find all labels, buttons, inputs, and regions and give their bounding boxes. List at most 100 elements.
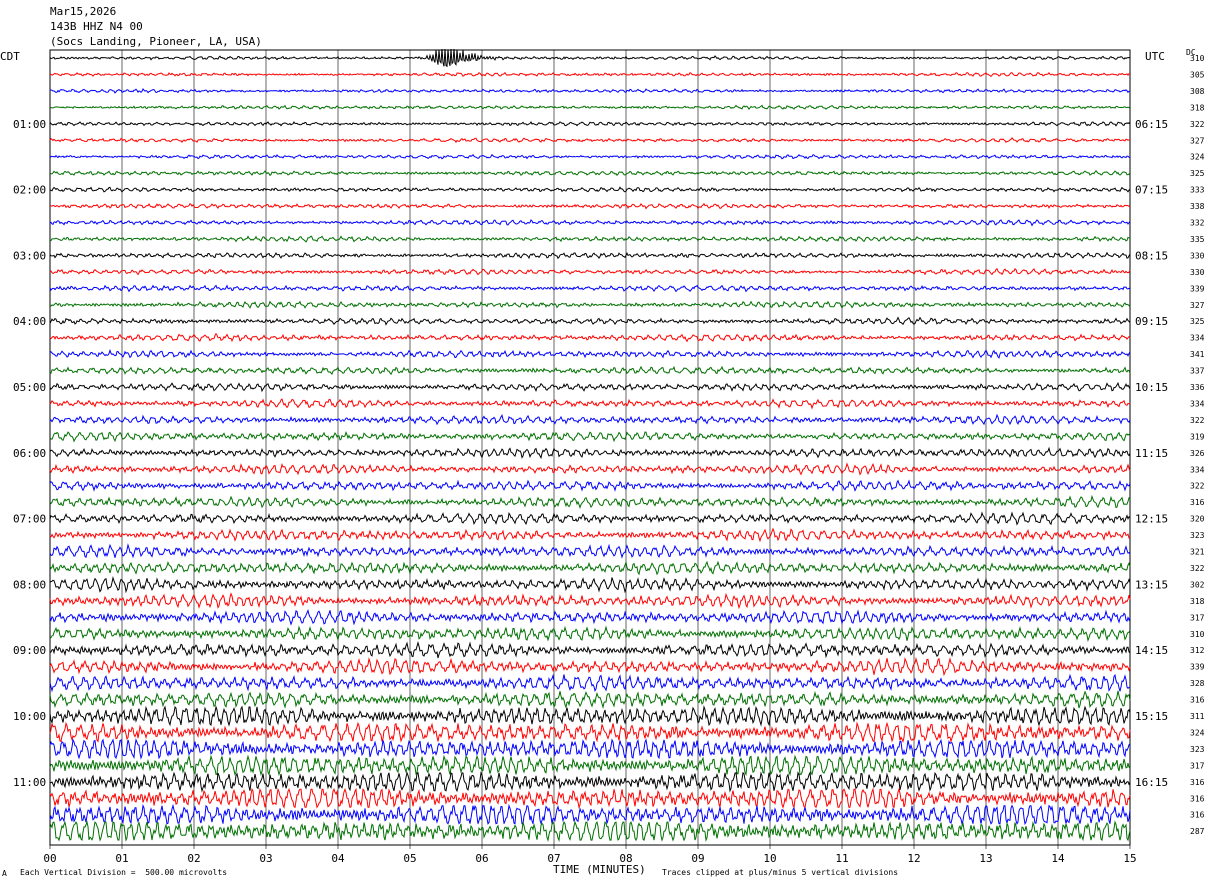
dc-offset-label: 324 [1190, 728, 1205, 737]
seismic-trace [49, 721, 1131, 744]
seismic-trace [49, 431, 1131, 443]
dc-offset-label: 328 [1190, 679, 1205, 688]
dc-offset-label: 305 [1190, 71, 1205, 80]
dc-offset-label: 322 [1190, 416, 1205, 425]
label-layer: 00 01 02 03 04 05 06 07 08 09 10 11 12 13 14 15 310 305 30… [13, 54, 1205, 865]
seismic-trace [49, 153, 1131, 160]
seismic-trace [50, 88, 1131, 94]
right-hour-label: 10:15 [1135, 381, 1168, 394]
seismic-trace [49, 446, 1131, 460]
seismic-trace [49, 365, 1131, 376]
seismic-trace [49, 754, 1131, 777]
dc-offset-label: 318 [1190, 103, 1205, 112]
seismic-trace [49, 348, 1131, 359]
left-axis-label: CDT [0, 50, 20, 63]
x-tick-label: 00 [43, 852, 56, 865]
dc-offset-label: 341 [1190, 350, 1205, 359]
seismic-trace [49, 705, 1131, 727]
x-tick-label: 02 [187, 852, 200, 865]
seismic-trace [49, 560, 1131, 576]
dc-offset-label: 330 [1190, 251, 1205, 260]
seismic-trace [49, 332, 1131, 343]
left-hour-label: 06:00 [13, 447, 46, 460]
dc-offset-label: 319 [1190, 432, 1205, 441]
dc-offset-label: 316 [1190, 794, 1205, 803]
dc-offset-label: 338 [1190, 202, 1205, 211]
dc-offset-label: 327 [1190, 301, 1205, 310]
dc-offset-label: 316 [1190, 696, 1205, 705]
seismic-trace [49, 576, 1131, 594]
dc-offset-label: 308 [1190, 87, 1205, 96]
right-axis-label: UTC [1145, 50, 1165, 63]
seismic-trace [49, 641, 1131, 659]
dc-offset-label: 322 [1190, 482, 1205, 491]
left-hour-label: 05:00 [13, 381, 46, 394]
seismic-trace [49, 284, 1131, 293]
x-tick-label: 12 [907, 852, 920, 865]
seismic-trace [49, 251, 1131, 260]
dc-offset-label: 320 [1190, 515, 1205, 524]
dc-offset-label: 332 [1190, 219, 1205, 228]
seismic-trace [49, 494, 1131, 510]
seismic-trace [49, 398, 1131, 410]
dc-offset-label: 321 [1190, 548, 1205, 557]
x-tick-label: 07 [547, 852, 560, 865]
seismic-trace [49, 543, 1131, 559]
seismic-trace [49, 48, 1131, 68]
right-hour-label: 14:15 [1135, 644, 1168, 657]
dc-offset-label: 310 [1190, 54, 1205, 63]
dc-offset-label: 339 [1190, 663, 1205, 672]
dc-offset-label: 323 [1190, 745, 1205, 754]
seismic-trace [49, 803, 1131, 826]
left-hour-label: 07:00 [13, 513, 46, 526]
header-location: (Socs Landing, Pioneer, LA, USA) [50, 35, 262, 48]
dc-label: DC [1186, 48, 1196, 57]
seismic-trace [49, 235, 1130, 243]
seismic-trace [49, 673, 1131, 693]
x-tick-label: 15 [1123, 852, 1136, 865]
seismic-trace [49, 738, 1131, 760]
seismic-trace [49, 413, 1131, 426]
right-hour-label: 09:15 [1135, 315, 1168, 328]
seismic-trace [49, 656, 1131, 677]
left-hour-label: 04:00 [13, 315, 46, 328]
seismic-trace [49, 770, 1131, 793]
right-hour-label: 15:15 [1135, 710, 1168, 723]
left-hour-label: 01:00 [13, 118, 46, 131]
trace-layer [49, 48, 1131, 842]
dc-offset-label: 317 [1190, 613, 1205, 622]
corner-mark: A [2, 869, 7, 878]
left-hour-label: 10:00 [13, 710, 46, 723]
left-hour-label: 11:00 [13, 776, 46, 789]
left-hour-label: 08:00 [13, 578, 46, 591]
dc-offset-label: 287 [1190, 827, 1205, 836]
seismic-trace [49, 479, 1131, 492]
seismic-trace [49, 104, 1131, 110]
x-tick-label: 04 [331, 852, 345, 865]
dc-offset-label: 317 [1190, 761, 1205, 770]
x-tick-label: 09 [691, 852, 704, 865]
x-axis-label: TIME (MINUTES) [553, 863, 646, 876]
seismic-trace [49, 170, 1131, 177]
dc-offset-label: 337 [1190, 367, 1205, 376]
header-station: 143B HHZ N4 00 [50, 20, 143, 33]
right-hour-label: 08:15 [1135, 249, 1168, 262]
dc-offset-label: 322 [1190, 564, 1205, 573]
left-hour-label: 03:00 [13, 249, 46, 262]
x-tick-label: 03 [259, 852, 272, 865]
dc-offset-label: 322 [1190, 120, 1205, 129]
seismic-trace [49, 462, 1131, 476]
seismic-trace [49, 202, 1131, 210]
dc-offset-label: 323 [1190, 531, 1205, 540]
dc-offset-label: 311 [1190, 712, 1205, 721]
dc-offset-label: 327 [1190, 136, 1205, 145]
dc-offset-label: 334 [1190, 465, 1205, 474]
dc-offset-label: 326 [1190, 449, 1205, 458]
dc-offset-label: 318 [1190, 597, 1205, 606]
x-tick-label: 08 [619, 852, 632, 865]
seismic-trace [49, 608, 1131, 626]
dc-offset-label: 316 [1190, 498, 1205, 507]
grid-layer [49, 49, 1131, 849]
right-hour-label: 16:15 [1135, 776, 1168, 789]
right-hour-label: 07:15 [1135, 184, 1168, 197]
